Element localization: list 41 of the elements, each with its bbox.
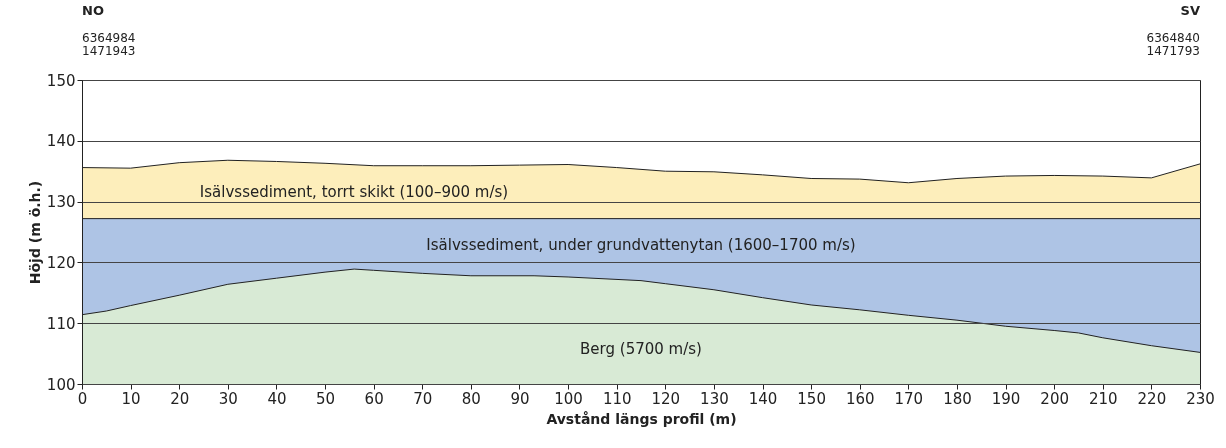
- x-tick-label: 60: [364, 389, 384, 408]
- y-axis-title: Höjd (m ö.h.): [26, 180, 43, 285]
- x-tick-label: 10: [121, 389, 141, 408]
- x-tick-label: 220: [1137, 389, 1167, 408]
- x-tick-label: 130: [700, 389, 729, 408]
- x-tick-label: 30: [218, 389, 238, 408]
- y-tick-label: 130: [46, 193, 76, 212]
- x-tick-label: 210: [1088, 389, 1118, 408]
- x-tick-label: 160: [845, 389, 875, 408]
- text: 1471943: [82, 44, 136, 58]
- x-tick-label: 190: [991, 389, 1021, 408]
- x-tick-label: 120: [651, 389, 681, 408]
- y-tick-label: 120: [46, 253, 76, 272]
- x-axis-title: Avstånd längs profil (m): [546, 410, 737, 427]
- x-tick-label: 90: [510, 389, 530, 408]
- x-tick-label: 170: [894, 389, 924, 408]
- x-tick-label: 230: [1186, 389, 1215, 408]
- annotation: Isälvssediment, under grundvattenytan (1600–1700 m/s): [426, 236, 856, 254]
- x-tick-label: 100: [554, 389, 583, 408]
- annotation: Berg (5700 m/s): [580, 340, 702, 358]
- text: 1471793: [1146, 44, 1200, 58]
- text: NO: [82, 3, 104, 18]
- x-tick-label: 70: [413, 389, 433, 408]
- y-tick-label: 110: [46, 314, 76, 333]
- text: 6364840: [1146, 31, 1200, 45]
- x-tick-label: 20: [170, 389, 190, 408]
- annotation: Isälvssediment, torrt skikt (100–900 m/s): [199, 183, 509, 201]
- text: 6364984: [82, 31, 136, 45]
- x-tick-label: 80: [461, 389, 481, 408]
- x-tick-label: 110: [602, 389, 632, 408]
- y-tick-label: 140: [46, 132, 76, 151]
- x-tick-label: 40: [267, 389, 287, 408]
- text: SV: [1180, 3, 1200, 18]
- x-tick-label: 0: [77, 389, 88, 408]
- x-tick-label: 180: [943, 389, 972, 408]
- x-tick-label: 150: [797, 389, 826, 408]
- x-tick-label: 140: [748, 389, 778, 408]
- y-tick-label: 100: [46, 375, 76, 394]
- y-tick-label: 150: [46, 71, 76, 90]
- x-tick-label: 200: [1040, 389, 1069, 408]
- x-tick-label: 50: [316, 389, 336, 408]
